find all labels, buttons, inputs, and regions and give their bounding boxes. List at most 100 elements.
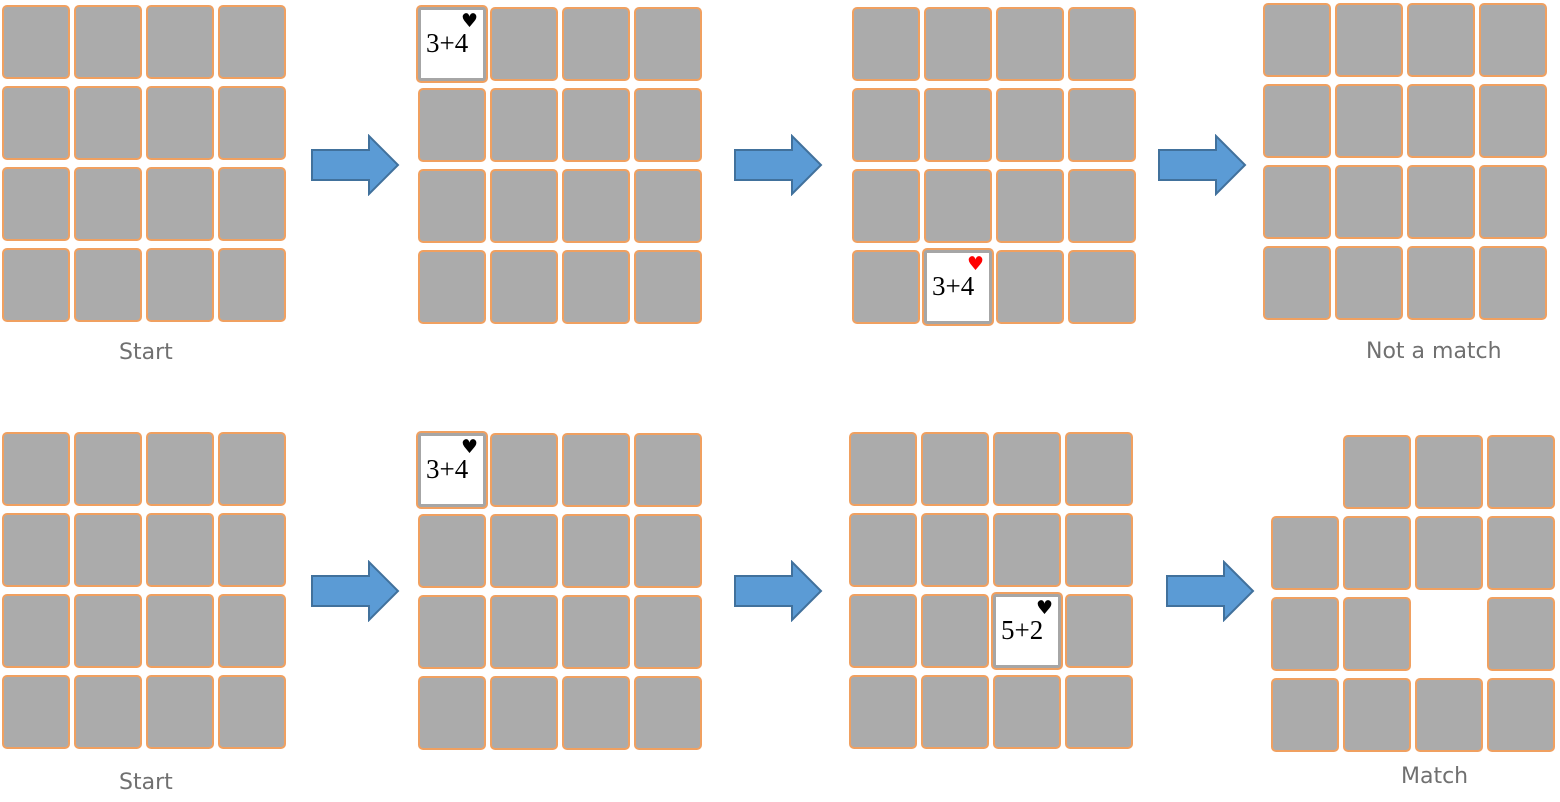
card-face-down[interactable] (996, 250, 1064, 324)
card-face-down[interactable] (1271, 678, 1339, 752)
card-face-down[interactable] (634, 88, 702, 162)
card-face-down[interactable] (146, 594, 214, 668)
card-face-down[interactable] (1479, 246, 1547, 320)
card-face-down[interactable] (1335, 246, 1403, 320)
card-face-down[interactable] (146, 167, 214, 241)
card-face-down[interactable] (490, 433, 558, 507)
card-face-down[interactable] (996, 88, 1064, 162)
card-face-down[interactable] (924, 169, 992, 243)
card-face-down[interactable] (993, 432, 1061, 506)
card-revealed[interactable]: 3+4 ♥ (418, 433, 486, 507)
card-face-down[interactable] (562, 595, 630, 669)
card-face-down[interactable] (490, 514, 558, 588)
card-face-down[interactable] (418, 514, 486, 588)
card-face-down[interactable] (1335, 84, 1403, 158)
card-face-down[interactable] (562, 88, 630, 162)
card-face-down[interactable] (921, 675, 989, 749)
card-face-down[interactable] (146, 5, 214, 79)
card-face-down[interactable] (1263, 246, 1331, 320)
card-face-down[interactable] (634, 7, 702, 81)
card-face-down[interactable] (562, 250, 630, 324)
card-face-down[interactable] (1479, 84, 1547, 158)
card-face-down[interactable] (218, 513, 286, 587)
card-face-down[interactable] (634, 595, 702, 669)
card-face-down[interactable] (634, 250, 702, 324)
card-face-down[interactable] (924, 88, 992, 162)
card-face-down[interactable] (852, 88, 920, 162)
card-face-down[interactable] (74, 594, 142, 668)
card-face-down[interactable] (2, 675, 70, 749)
card-face-down[interactable] (218, 675, 286, 749)
card-face-down[interactable] (2, 248, 70, 322)
card-face-down[interactable] (490, 595, 558, 669)
card-face-down[interactable] (74, 86, 142, 160)
card-face-down[interactable] (1068, 88, 1136, 162)
card-revealed[interactable]: 3+4 ♥ (418, 7, 486, 81)
card-face-down[interactable] (849, 513, 917, 587)
card-face-down[interactable] (74, 248, 142, 322)
card-face-down[interactable] (218, 86, 286, 160)
card-face-down[interactable] (993, 513, 1061, 587)
card-face-down[interactable] (634, 169, 702, 243)
card-face-down[interactable] (74, 167, 142, 241)
card-face-down[interactable] (1415, 516, 1483, 590)
card-face-down[interactable] (1263, 3, 1331, 77)
card-face-down[interactable] (1263, 84, 1331, 158)
card-face-down[interactable] (1479, 165, 1547, 239)
card-face-down[interactable] (921, 513, 989, 587)
card-face-down[interactable] (1068, 7, 1136, 81)
card-face-down[interactable] (218, 594, 286, 668)
card-face-down[interactable] (1335, 165, 1403, 239)
card-face-down[interactable] (1065, 675, 1133, 749)
card-face-down[interactable] (1415, 435, 1483, 509)
card-face-down[interactable] (2, 513, 70, 587)
card-face-down[interactable] (2, 594, 70, 668)
card-face-down[interactable] (1415, 678, 1483, 752)
card-face-down[interactable] (74, 432, 142, 506)
card-face-down[interactable] (1487, 435, 1555, 509)
card-face-down[interactable] (490, 7, 558, 81)
card-face-down[interactable] (1343, 597, 1411, 671)
card-face-down[interactable] (1263, 165, 1331, 239)
card-face-down[interactable] (1407, 3, 1475, 77)
card-face-down[interactable] (1487, 516, 1555, 590)
card-face-down[interactable] (1065, 594, 1133, 668)
card-face-down[interactable] (74, 5, 142, 79)
card-face-down[interactable] (418, 169, 486, 243)
card-face-down[interactable] (218, 167, 286, 241)
card-face-down[interactable] (1065, 513, 1133, 587)
card-face-down[interactable] (2, 86, 70, 160)
card-face-down[interactable] (146, 248, 214, 322)
card-face-down[interactable] (490, 250, 558, 324)
card-face-down[interactable] (218, 248, 286, 322)
card-face-down[interactable] (1271, 516, 1339, 590)
card-face-down[interactable] (1487, 597, 1555, 671)
card-face-down[interactable] (490, 88, 558, 162)
card-face-down[interactable] (1335, 3, 1403, 77)
card-face-down[interactable] (993, 675, 1061, 749)
card-face-down[interactable] (146, 675, 214, 749)
card-face-down[interactable] (849, 432, 917, 506)
card-revealed[interactable]: 5+2 ♥ (993, 594, 1061, 668)
card-face-down[interactable] (634, 676, 702, 750)
card-face-down[interactable] (562, 676, 630, 750)
card-face-down[interactable] (1479, 3, 1547, 77)
card-face-down[interactable] (921, 594, 989, 668)
card-face-down[interactable] (849, 675, 917, 749)
card-face-down[interactable] (996, 169, 1064, 243)
card-face-down[interactable] (418, 88, 486, 162)
card-face-down[interactable] (1487, 678, 1555, 752)
card-face-down[interactable] (562, 169, 630, 243)
card-face-down[interactable] (1343, 435, 1411, 509)
card-face-down[interactable] (562, 7, 630, 81)
card-face-down[interactable] (1068, 250, 1136, 324)
card-face-down[interactable] (74, 513, 142, 587)
card-face-down[interactable] (562, 433, 630, 507)
card-face-down[interactable] (924, 7, 992, 81)
card-face-down[interactable] (418, 676, 486, 750)
card-face-down[interactable] (852, 250, 920, 324)
card-face-down[interactable] (849, 594, 917, 668)
card-face-down[interactable] (218, 5, 286, 79)
card-face-down[interactable] (921, 432, 989, 506)
card-face-down[interactable] (1271, 597, 1339, 671)
